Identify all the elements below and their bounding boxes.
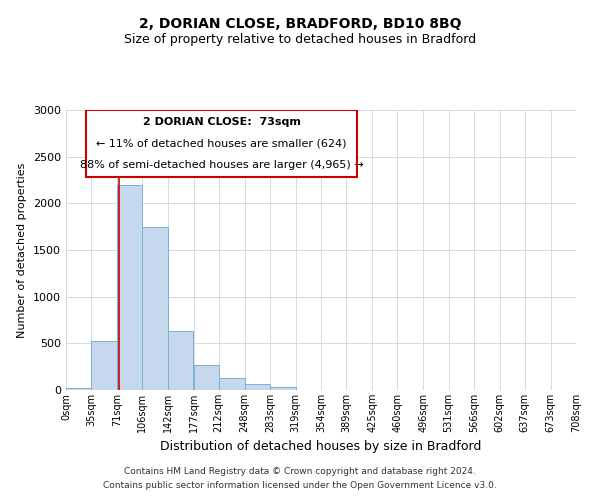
Bar bbox=[193, 366, 219, 390]
Bar bbox=[168, 331, 193, 390]
Bar bbox=[66, 388, 91, 390]
Text: 2 DORIAN CLOSE:  73sqm: 2 DORIAN CLOSE: 73sqm bbox=[143, 117, 301, 127]
Text: Size of property relative to detached houses in Bradford: Size of property relative to detached ho… bbox=[124, 32, 476, 46]
X-axis label: Distribution of detached houses by size in Bradford: Distribution of detached houses by size … bbox=[160, 440, 482, 454]
Text: 88% of semi-detached houses are larger (4,965) →: 88% of semi-detached houses are larger (… bbox=[80, 160, 364, 170]
Bar bbox=[245, 384, 270, 390]
Text: Contains public sector information licensed under the Open Government Licence v3: Contains public sector information licen… bbox=[103, 481, 497, 490]
Bar bbox=[117, 184, 142, 390]
Bar bbox=[219, 378, 245, 390]
Text: Contains HM Land Registry data © Crown copyright and database right 2024.: Contains HM Land Registry data © Crown c… bbox=[124, 467, 476, 476]
Bar bbox=[270, 387, 296, 390]
Text: 2, DORIAN CLOSE, BRADFORD, BD10 8BQ: 2, DORIAN CLOSE, BRADFORD, BD10 8BQ bbox=[139, 18, 461, 32]
Bar bbox=[142, 226, 168, 390]
Text: ← 11% of detached houses are smaller (624): ← 11% of detached houses are smaller (62… bbox=[96, 138, 347, 148]
FancyBboxPatch shape bbox=[86, 110, 357, 177]
Y-axis label: Number of detached properties: Number of detached properties bbox=[17, 162, 28, 338]
Bar bbox=[91, 342, 117, 390]
